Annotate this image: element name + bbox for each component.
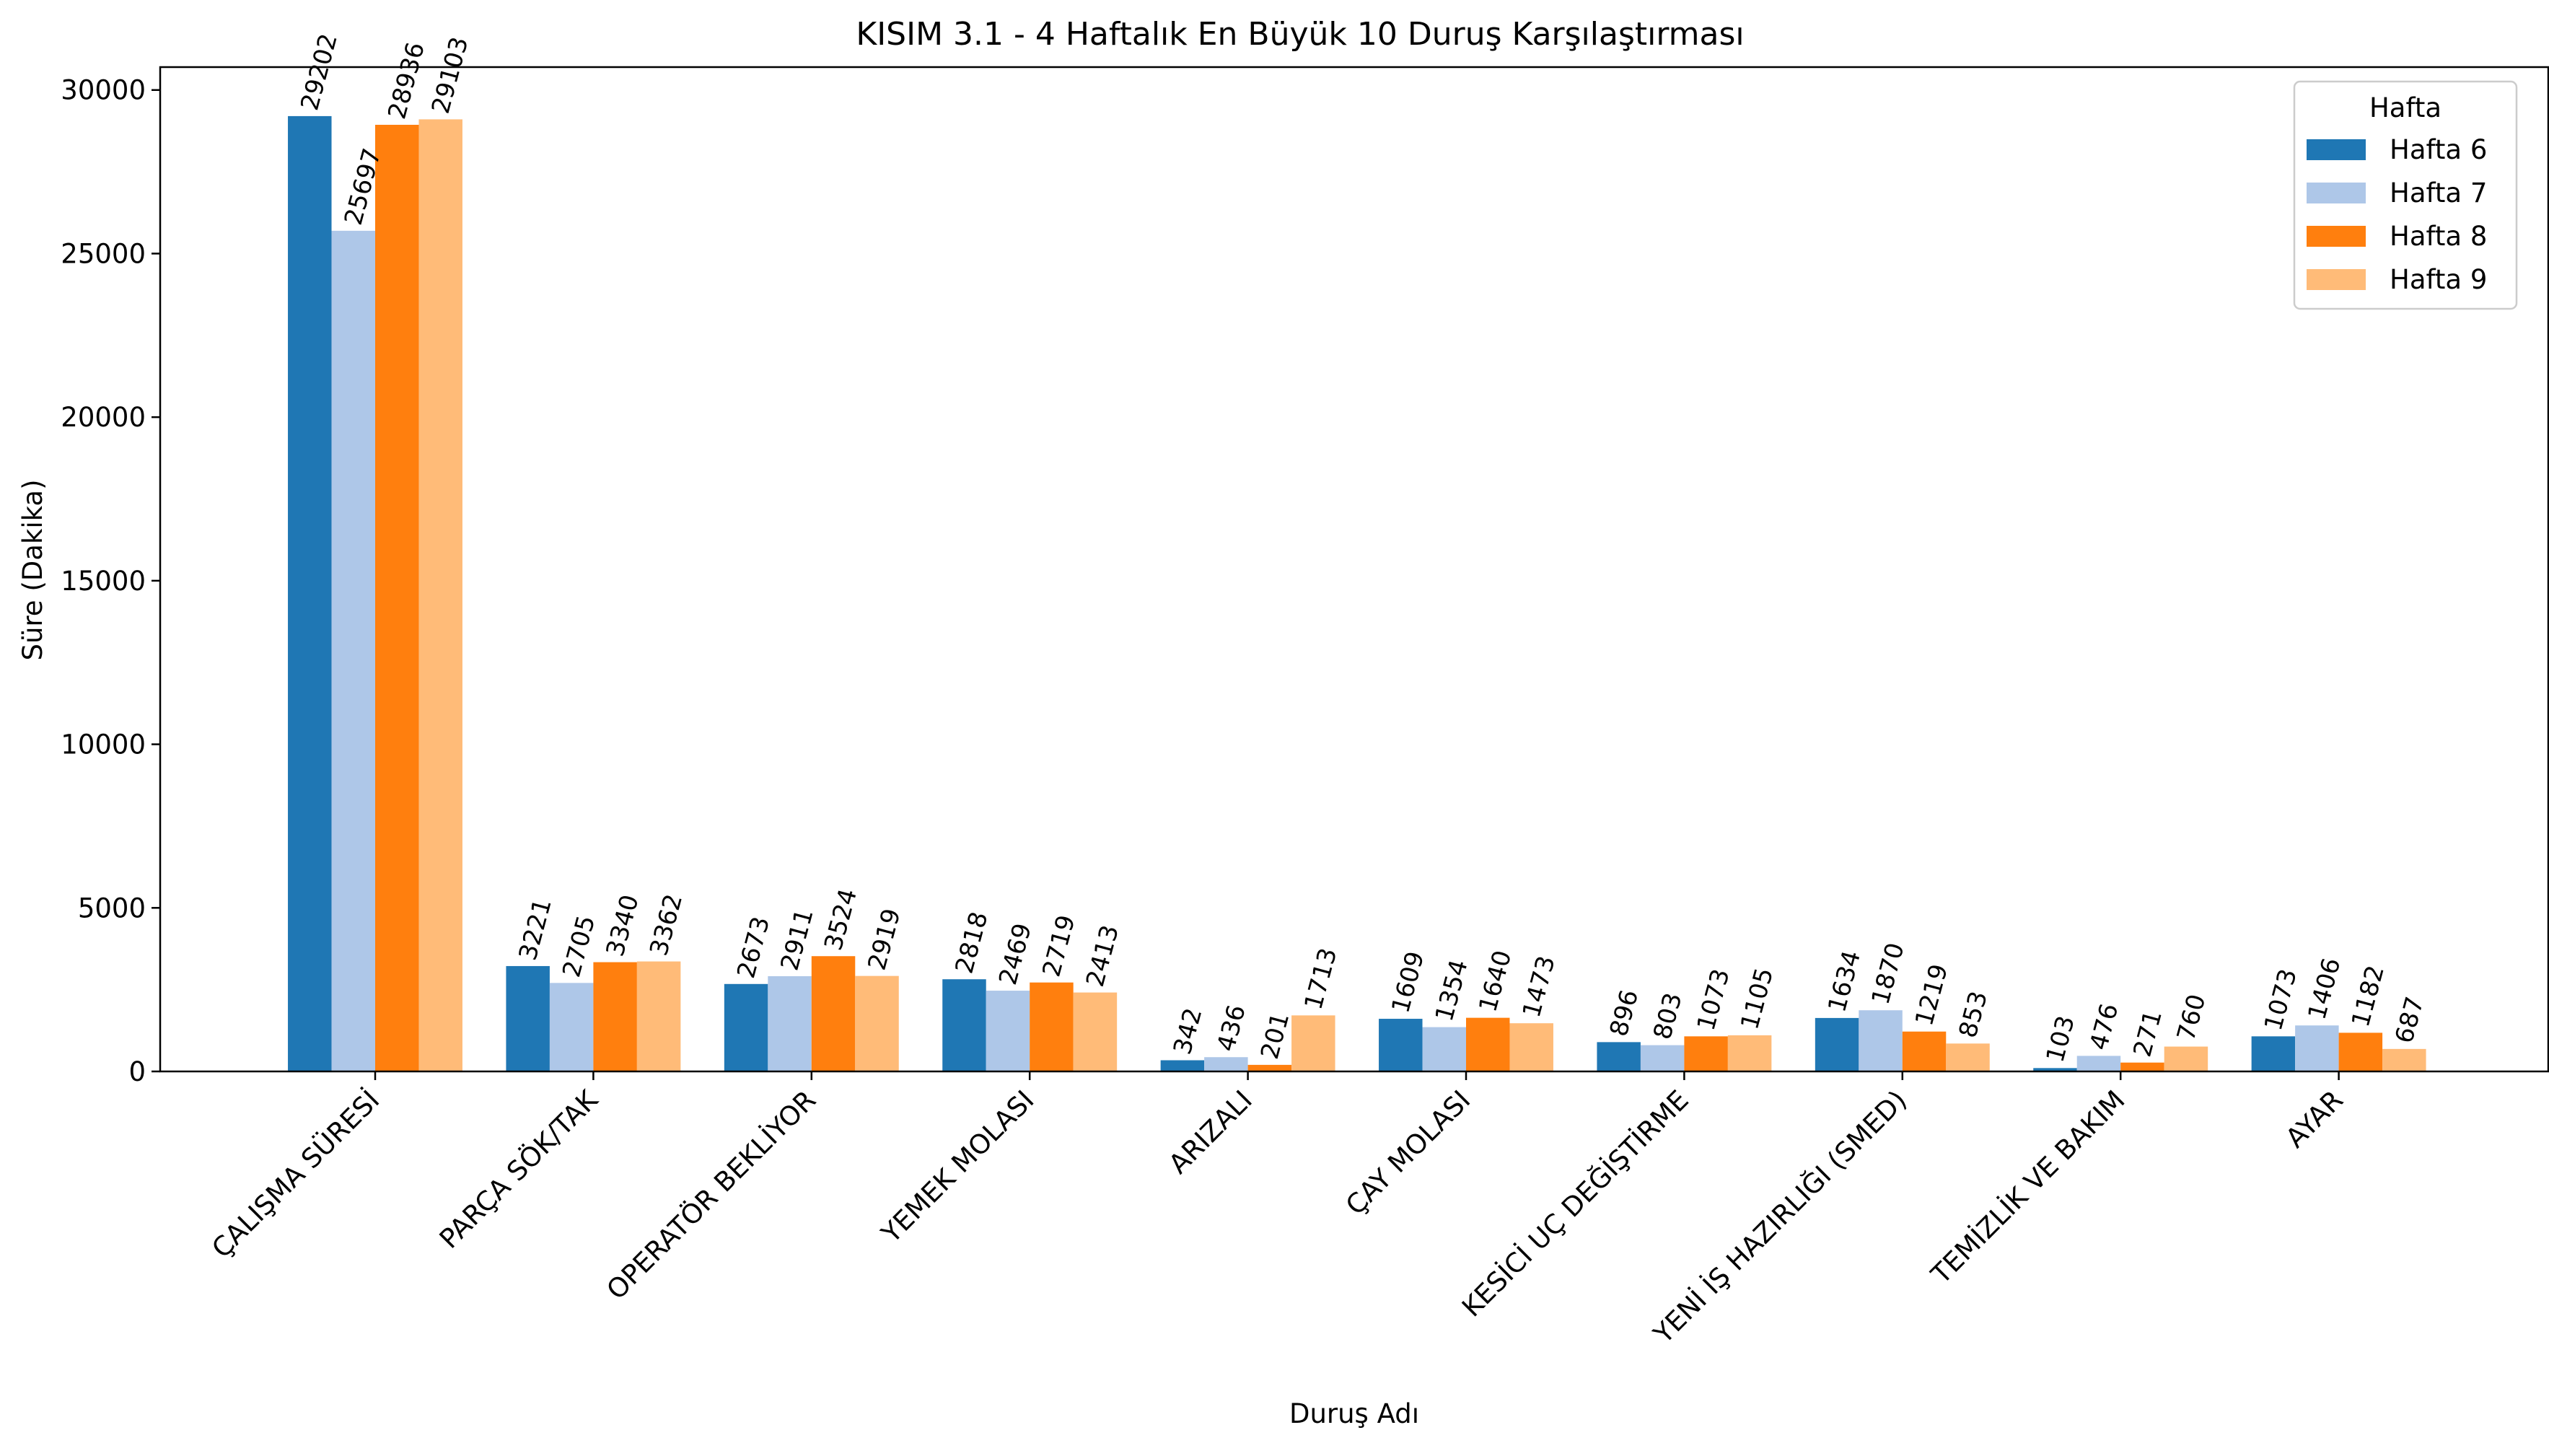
bar (2076, 1056, 2121, 1071)
x-axis-label: Duruş Adı (1289, 1398, 1419, 1429)
bar (986, 991, 1030, 1071)
bar (2295, 1025, 2339, 1071)
bar (855, 975, 899, 1071)
bar (811, 956, 856, 1071)
y-tick-label: 25000 (61, 238, 146, 269)
bar (1640, 1045, 1685, 1071)
bar (1422, 1027, 1466, 1071)
bar (1160, 1060, 1205, 1071)
bar (768, 976, 812, 1071)
bar (2382, 1048, 2426, 1071)
bar (1030, 982, 1074, 1071)
y-axis: 0 5000 10000 15000 20000 25000 30000 (61, 75, 160, 1087)
plot-frame (159, 66, 2549, 1073)
bar (506, 965, 550, 1071)
bar (1597, 1042, 1641, 1071)
legend-title: Hafta (2369, 92, 2441, 123)
legend-swatch (2307, 139, 2366, 160)
bar (636, 961, 681, 1071)
bar (418, 119, 462, 1071)
bar (1073, 992, 1118, 1071)
legend: Hafta Hafta 6 Hafta 7 Hafta 8 Hafta 9 (2293, 80, 2518, 310)
legend-label: Hafta 7 (2390, 177, 2487, 209)
y-tick-label: 5000 (78, 893, 146, 924)
bar (1684, 1036, 1728, 1071)
bar (1291, 1015, 1335, 1071)
bar (2033, 1068, 2077, 1071)
bar (1466, 1017, 1510, 1071)
bar (2120, 1062, 2164, 1071)
bar (1815, 1017, 1859, 1071)
bar (1946, 1043, 1990, 1071)
y-tick-label: 10000 (61, 729, 146, 760)
bar (1859, 1010, 1903, 1071)
chart-title: KISIM 3.1 - 4 Haftalık En Büyük 10 Duruş… (856, 16, 1744, 53)
legend-box (2293, 80, 2518, 310)
bar (288, 115, 332, 1071)
bar (1727, 1035, 1772, 1071)
bar (1204, 1057, 1248, 1071)
bar (1509, 1023, 1553, 1071)
bar (942, 979, 986, 1071)
y-tick-label: 15000 (61, 566, 146, 597)
y-tick-label: 20000 (61, 402, 146, 433)
bar (724, 983, 768, 1071)
bar (549, 983, 594, 1071)
bar (375, 124, 419, 1072)
legend-label: Hafta 9 (2390, 264, 2487, 295)
bar (2164, 1046, 2208, 1071)
bar (593, 962, 637, 1071)
bar (1902, 1031, 1947, 1071)
bar (2338, 1032, 2383, 1071)
y-tick-label: 30000 (61, 75, 146, 106)
y-axis-label: Süre (Dakika) (17, 479, 48, 660)
bar (1379, 1019, 1423, 1071)
legend-swatch (2307, 183, 2366, 203)
bar (1247, 1064, 1292, 1071)
bar (2251, 1036, 2296, 1071)
legend-swatch (2307, 269, 2366, 290)
legend-swatch (2307, 226, 2366, 247)
legend-label: Hafta 6 (2390, 134, 2487, 165)
bars-group (288, 115, 2426, 1072)
legend-label: Hafta 8 (2390, 221, 2487, 252)
y-tick-label: 0 (128, 1056, 146, 1087)
bar (331, 230, 375, 1071)
